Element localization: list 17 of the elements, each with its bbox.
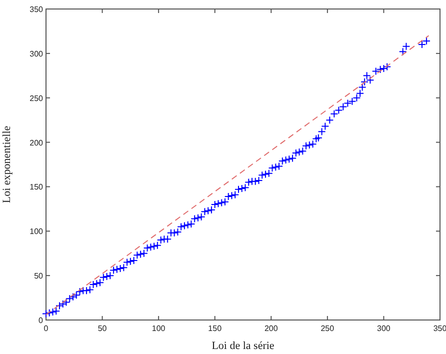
x-tick-label: 50: [98, 324, 108, 333]
y-tick-label: 150: [30, 182, 44, 192]
y-tick-label: 250: [30, 94, 44, 103]
y-tick-label: 350: [30, 5, 44, 14]
y-axis-title: Loi exponentielle: [1, 126, 13, 204]
x-tick-label: 300: [377, 324, 391, 333]
x-tick-label: 200: [264, 324, 278, 333]
x-axis-title: Loi de la série: [212, 340, 274, 352]
x-tick-label: 150: [208, 324, 222, 333]
y-tick-label: 50: [34, 272, 44, 281]
x-tick-label: 250: [320, 324, 335, 333]
y-tick-label: 100: [30, 227, 44, 236]
y-tick-label: 300: [30, 49, 44, 58]
y-tick-label: 200: [30, 138, 44, 148]
y-tick-label: 0: [38, 316, 44, 325]
x-tick-label: 350: [433, 324, 446, 333]
x-tick-label: 100: [152, 324, 166, 333]
